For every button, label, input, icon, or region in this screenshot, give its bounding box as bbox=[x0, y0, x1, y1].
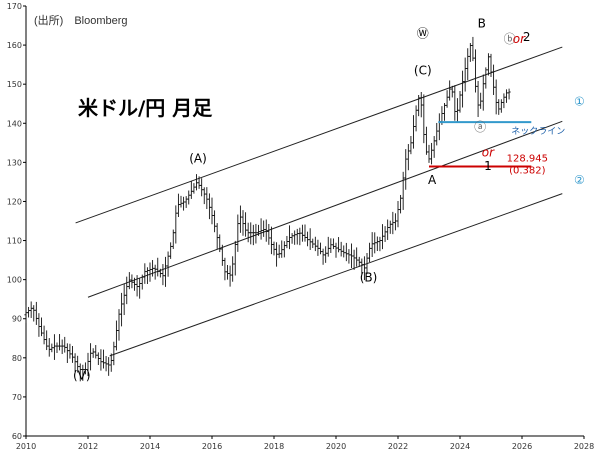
wave-label: ⓑ bbox=[504, 32, 516, 46]
y-tick-label: 130 bbox=[7, 158, 22, 167]
y-tick-label: 90 bbox=[12, 315, 22, 324]
x-tick-label: 2020 bbox=[326, 442, 346, 451]
x-tick-label: 2028 bbox=[574, 442, 594, 451]
channel-line-3 bbox=[109, 193, 563, 357]
x-tick-label: 2016 bbox=[202, 442, 222, 451]
wave-label: or bbox=[482, 146, 495, 160]
wave-label: B bbox=[478, 17, 486, 31]
price-bars bbox=[24, 36, 511, 382]
x-tick-label: 2010 bbox=[16, 442, 36, 451]
y-tick-label: 100 bbox=[7, 276, 22, 285]
x-tick-label: 2014 bbox=[140, 442, 160, 451]
wave-label: A bbox=[428, 173, 437, 187]
y-tick-label: 70 bbox=[12, 393, 22, 402]
wave-label: 2 bbox=[523, 30, 531, 44]
retracement-ratio: (0.382) bbox=[509, 165, 546, 176]
wave-label: 1 bbox=[484, 159, 492, 173]
channel-line-1 bbox=[75, 46, 563, 224]
x-tick-label: 2022 bbox=[388, 442, 408, 451]
wave-label: (B) bbox=[360, 271, 378, 285]
axes: 60 70 80 90 100 110 120 130 140 150 160 170 2010 2012… bbox=[7, 2, 594, 451]
y-tick-label: 150 bbox=[7, 80, 22, 89]
wave-label: Ⓦ bbox=[417, 26, 429, 40]
source-label: (出所) Bloomberg bbox=[34, 15, 128, 27]
y-tick-label: 160 bbox=[7, 41, 22, 50]
y-tick-label: 170 bbox=[7, 2, 22, 11]
channel-line-2 bbox=[87, 120, 563, 298]
wave-label: ② bbox=[574, 173, 585, 187]
wave-label: ⓐ bbox=[474, 120, 486, 134]
wave-label: (A) bbox=[189, 151, 207, 165]
x-tick-label: 2012 bbox=[78, 442, 98, 451]
x-tick-label: 2018 bbox=[264, 442, 284, 451]
y-tick-label: 60 bbox=[12, 432, 22, 441]
wave-label: (C) bbox=[414, 63, 432, 77]
x-tick-label: 2026 bbox=[512, 442, 532, 451]
wave-label: ① bbox=[574, 95, 585, 109]
y-tick-label: 120 bbox=[7, 197, 22, 206]
retracement-value: 128.945 bbox=[507, 153, 548, 164]
neckline-label: ネックライン bbox=[511, 126, 565, 137]
horizontal-lines: ネックライン 128.945(0.382) bbox=[429, 121, 565, 176]
x-tick-label: 2024 bbox=[450, 442, 470, 451]
chart-title: 米ドル/円 月足 bbox=[78, 96, 213, 120]
y-tick-label: 140 bbox=[7, 119, 22, 128]
trend-channels bbox=[75, 46, 563, 357]
y-tick-label: 80 bbox=[12, 354, 22, 363]
y-tick-label: 110 bbox=[7, 237, 22, 246]
wave-label: (V) bbox=[73, 368, 91, 382]
wave-label: or bbox=[513, 32, 526, 46]
